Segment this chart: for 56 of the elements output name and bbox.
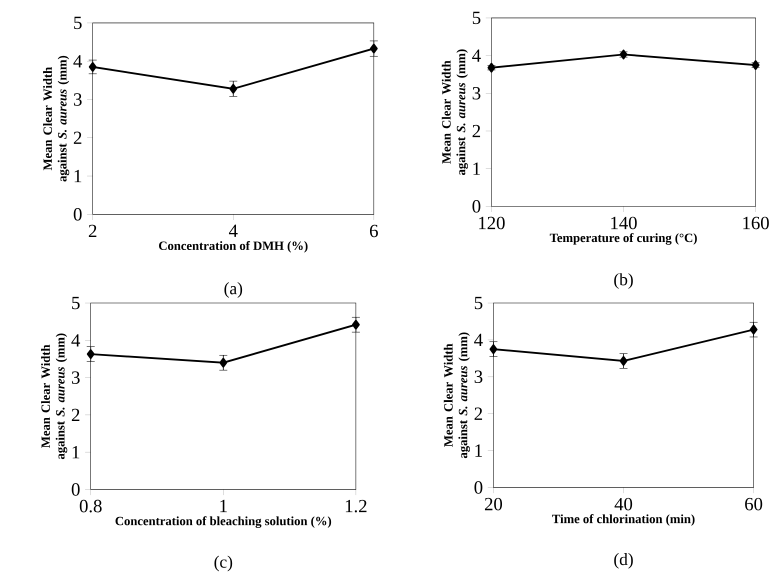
point	[229, 84, 238, 94]
point	[370, 44, 378, 54]
point	[488, 62, 496, 73]
point	[750, 324, 758, 335]
y-tick-label: 3	[74, 93, 82, 106]
y-tick-label: 5	[72, 296, 80, 310]
point	[88, 62, 97, 72]
y-tick-label: 3	[472, 87, 480, 100]
point	[219, 358, 228, 368]
x-tick-label: 1	[220, 500, 227, 512]
x-tick-label: 0.8	[80, 500, 102, 513]
y-tick-label: 5	[74, 16, 82, 30]
point	[620, 356, 628, 366]
y-tick-label: 2	[72, 408, 80, 422]
y-tick-label: 0	[474, 481, 482, 494]
y-tick-label: 5	[474, 296, 482, 310]
x-axis-title: Time of chlorination (min)	[552, 514, 695, 526]
y-tick-label: 3	[474, 370, 482, 384]
y-tick-label: 1	[74, 170, 82, 182]
x-axis-title: Concentration of bleaching solution (%)	[116, 516, 332, 528]
x-tick-label: 1.2	[346, 500, 366, 513]
y-tick-label: 2	[74, 132, 82, 144]
x-axis-title: Temperature of curing (°C)	[550, 233, 697, 245]
y-tick-label: 4	[71, 334, 80, 347]
y-tick-label: 4	[73, 55, 82, 68]
y-tick-label: 2	[472, 124, 480, 138]
x-tick-label: 4	[228, 224, 238, 238]
y-tick-label: 0	[72, 483, 80, 496]
y-tick-label: 2	[474, 408, 482, 420]
y-tick-label: 5	[472, 12, 480, 24]
text: (c)	[214, 556, 232, 572]
x-tick-label: 140	[611, 216, 637, 230]
x-tick-label: 60	[745, 498, 762, 511]
x-tick-label: 120	[479, 216, 505, 230]
text: (a)	[224, 282, 242, 298]
y-tick-label: 1	[473, 162, 480, 175]
y-tick-label: 3	[72, 371, 80, 384]
x-tick-label: 40	[614, 498, 632, 511]
x-tick-label: 6	[370, 224, 378, 238]
point	[620, 50, 628, 60]
y-tick-label: 0	[472, 200, 480, 213]
y-tick-label: 1	[72, 446, 80, 458]
text: (b)	[614, 273, 633, 289]
x-axis-title: Concentration of DMH (%)	[159, 241, 308, 253]
x-tick-label: 2	[88, 224, 96, 238]
text: (d)	[614, 553, 633, 569]
y-tick-label: 4	[472, 50, 481, 62]
point	[86, 349, 95, 360]
point	[490, 344, 498, 354]
point	[352, 320, 360, 330]
y-tick-label: 1	[475, 444, 482, 457]
x-tick-label: 160	[743, 216, 769, 230]
x-tick-label: 20	[484, 498, 502, 511]
y-tick-label: 0	[74, 208, 82, 221]
y-tick-label: 4	[474, 334, 483, 346]
point	[752, 60, 760, 70]
